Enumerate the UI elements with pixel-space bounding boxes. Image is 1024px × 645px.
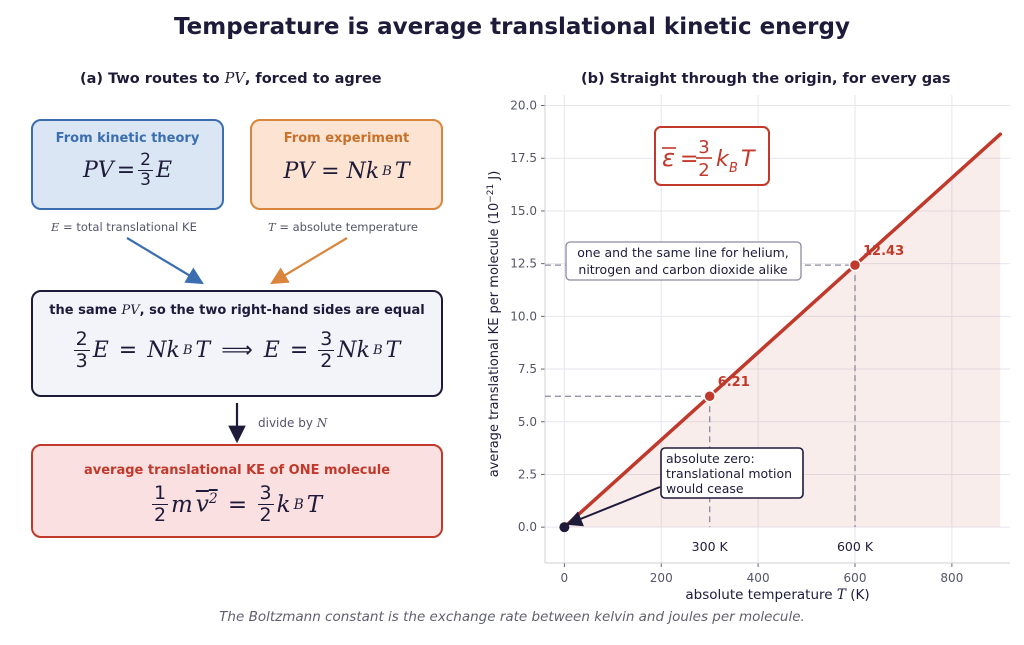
- y-tick-label: 15.0: [510, 204, 537, 218]
- kinetic-energy-line: [562, 132, 1003, 529]
- kinetic-note-var: E: [51, 220, 60, 234]
- result-heading: average translational KE of ONE molecule: [83, 463, 391, 478]
- figure-title: Temperature is average translational kin…: [174, 14, 850, 40]
- equate-heading-suffix: , so the two right-hand sides are equal: [139, 303, 425, 318]
- annotation-absolute-zero: absolute zero: translational motion woul…: [566, 447, 804, 527]
- svg-text:=: =: [680, 147, 698, 172]
- panel-a-title-suffix: , forced to agree: [244, 71, 382, 87]
- svg-text:absolute zero:: absolute zero:: [666, 451, 755, 466]
- svg-text:B: B: [729, 161, 738, 176]
- y-axis-label: average translational KE per molecule (1…: [486, 171, 502, 478]
- equate-box: the same PV, so the two right-hand sides…: [31, 290, 443, 397]
- kinetic-eq-num: 2: [138, 150, 153, 171]
- y-tick-label: 12.5: [510, 257, 537, 271]
- label-600k: 600 K: [837, 539, 874, 554]
- x-tick-label: 200: [650, 571, 673, 585]
- result-box: average translational KE of ONE molecule…: [31, 444, 443, 538]
- divide-label-prefix: divide by: [258, 416, 317, 430]
- experiment-note-var: T: [268, 220, 276, 234]
- panel-a-title: (a) Two routes to PV, forced to agree: [80, 71, 382, 87]
- svg-text:would cease: would cease: [666, 481, 744, 496]
- chart: 0 200 400 600 800 0.0 2.5 5.0 7.5 10.0 12.5 15.0 17.…: [486, 95, 1010, 603]
- annotation-gases: one and the same line for helium, nitrog…: [565, 241, 802, 281]
- divide-label: divide by N: [258, 416, 327, 430]
- experiment-box: From experiment PV = Nk B T: [250, 119, 443, 210]
- x-axis-label-var: T: [837, 587, 847, 603]
- x-axis-label: absolute temperature T (K): [685, 587, 869, 603]
- arrow-experiment: [270, 237, 348, 285]
- x-tick-label: 600: [844, 571, 867, 585]
- figure-caption: The Boltzmann constant is the exchange r…: [219, 609, 805, 625]
- x-tick-label: 400: [747, 571, 770, 585]
- x-tick-label: 800: [940, 571, 963, 585]
- y-tick-label: 0.0: [518, 520, 537, 534]
- point-600k: [848, 258, 862, 272]
- experiment-heading: From experiment: [283, 131, 410, 146]
- divide-label-var: N: [316, 416, 328, 430]
- svg-text:k: k: [716, 147, 730, 172]
- kinetic-theory-heading: From kinetic theory: [55, 131, 200, 146]
- y-tick-label: 17.5: [510, 151, 537, 165]
- experiment-eq-main: PV = Nk: [283, 159, 380, 184]
- equate-heading: the same PV, so the two right-hand sides…: [33, 303, 441, 318]
- svg-text:2: 2: [698, 160, 709, 181]
- y-axis-label-exponent: −21: [486, 184, 496, 203]
- kinetic-note: E = total translational KE: [51, 220, 197, 234]
- y-tick-label: 2.5: [518, 467, 537, 481]
- svg-text:one and the same line for heli: one and the same line for helium,: [577, 245, 789, 260]
- equate-heading-prefix: the same: [49, 303, 122, 318]
- panel-b-title: (b) Straight through the origin, for eve…: [581, 71, 951, 87]
- svg-text:T: T: [741, 147, 756, 172]
- panel-a-arrows: [126, 237, 348, 444]
- svg-text:ε: ε: [662, 144, 675, 172]
- y-tick-label: 20.0: [510, 99, 537, 113]
- kinetic-eq-den: 3: [140, 170, 151, 190]
- experiment-eq-sub: B: [382, 164, 392, 179]
- formula-box: ε = 3 2 k B T: [654, 126, 770, 186]
- chart-axes: [541, 95, 1010, 567]
- x-tick-label: 0: [561, 571, 569, 585]
- point-300k: [703, 389, 716, 403]
- svg-text:nitrogen and carbon dioxide al: nitrogen and carbon dioxide alike: [578, 262, 788, 277]
- svg-text:translational motion: translational motion: [666, 466, 792, 481]
- y-tick-label: 10.0: [510, 309, 537, 323]
- data-points: 6.21 12.43: [559, 244, 904, 533]
- experiment-note-text: = absolute temperature: [275, 220, 419, 234]
- y-tick-label: 7.5: [518, 362, 537, 376]
- x-axis-label-unit: (K): [846, 587, 870, 603]
- label-300k: 300 K: [692, 539, 729, 554]
- kinetic-eq-lhs: PV: [82, 158, 114, 183]
- arrow-kinetic: [126, 237, 204, 285]
- kinetic-eq-rhs: E: [155, 158, 173, 183]
- equate-heading-pv: PV: [121, 303, 140, 318]
- panel-a-title-prefix: (a) Two routes to: [80, 71, 225, 87]
- y-axis-label-unit: J): [487, 171, 502, 184]
- kinetic-note-text: = total translational KE: [59, 220, 197, 234]
- experiment-eq-tail: T: [394, 159, 410, 184]
- tick-labels: 0 200 400 600 800 0.0 2.5 5.0 7.5 10.0 12.5 15.0 17.…: [510, 99, 963, 585]
- experiment-equation: PV = Nk B T: [283, 159, 409, 184]
- experiment-note: T = absolute temperature: [268, 220, 418, 234]
- point-label-600k: 12.43: [863, 244, 904, 259]
- y-tick-label: 5.0: [518, 415, 537, 429]
- panel-a-title-pv: PV: [224, 71, 245, 87]
- svg-text:3: 3: [698, 137, 709, 158]
- point-label-300k: 6.21: [718, 375, 750, 390]
